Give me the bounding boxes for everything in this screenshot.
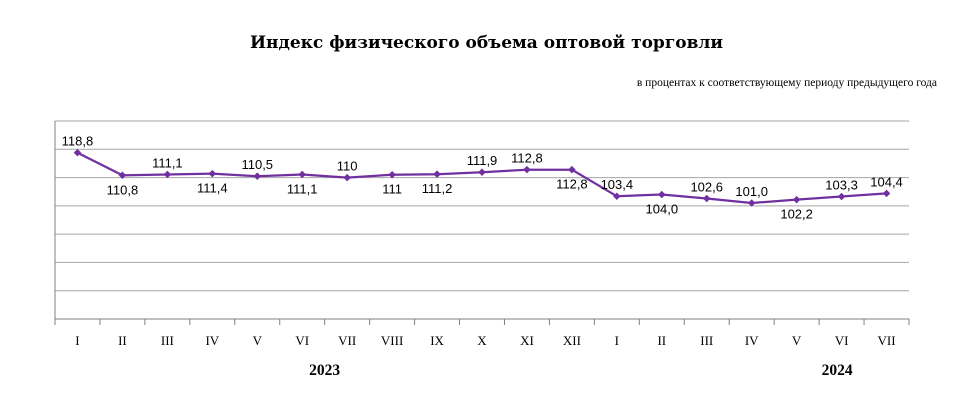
data-label: 111 — [382, 182, 402, 197]
x-tick-label: XII — [563, 333, 581, 348]
data-label: 103,3 — [825, 178, 858, 193]
x-tick-label: X — [477, 333, 487, 348]
data-point — [747, 199, 756, 207]
data-point — [163, 170, 172, 179]
data-point — [837, 192, 846, 201]
data-point — [343, 173, 352, 182]
data-label: 118,8 — [62, 134, 94, 149]
x-tick-label: IX — [430, 333, 444, 348]
data-point — [253, 172, 262, 181]
x-axis — [54, 121, 910, 325]
x-tick-label: II — [118, 333, 127, 348]
data-label: 101,0 — [735, 184, 768, 199]
x-tick-label: VII — [878, 333, 896, 348]
data-point — [568, 165, 576, 174]
x-tick-label: I — [75, 333, 79, 348]
data-label: 102,6 — [690, 180, 723, 195]
data-label: 104,0 — [646, 202, 679, 217]
data-point — [882, 189, 891, 198]
data-point — [702, 194, 711, 203]
data-label: 111,4 — [197, 181, 228, 196]
x-tick-labels: I II III IV V VI VII VIII IX X XI XII I II III IV V VI VII — [75, 333, 895, 348]
x-tick-label: V — [792, 333, 802, 348]
x-tick-label: III — [161, 333, 174, 348]
data-label: 102,2 — [780, 207, 813, 222]
data-points — [73, 148, 891, 207]
x-tick-label: VI — [835, 333, 849, 348]
data-point — [388, 170, 396, 179]
data-label: 111,1 — [287, 181, 318, 196]
data-point — [298, 170, 307, 179]
data-point — [478, 168, 486, 177]
data-label: 104,4 — [870, 174, 903, 189]
chart-subtitle: в процентах к соответствующему периоду п… — [636, 77, 937, 89]
data-point — [433, 170, 441, 179]
data-point — [73, 148, 82, 157]
data-point — [208, 169, 217, 178]
x-tick-label: VII — [338, 333, 356, 348]
data-labels: 118,8 110,8 111,1 111,4 110,5 111,1 110 111 111,… — [62, 134, 903, 222]
x-tick-label: XI — [520, 333, 534, 348]
x-tick-label: VIII — [381, 333, 403, 348]
data-point — [657, 190, 666, 199]
x-tick-label: III — [700, 333, 713, 348]
data-label: 110 — [337, 159, 358, 174]
data-label: 111,2 — [422, 181, 453, 196]
data-label: 111,9 — [467, 153, 498, 168]
data-label: 110,5 — [241, 157, 273, 172]
year-labels: 2023 2024 — [309, 362, 853, 379]
data-label: 112,8 — [556, 177, 588, 192]
data-point — [118, 171, 127, 180]
data-label: 112,8 — [511, 151, 543, 166]
x-tick-label: IV — [745, 333, 759, 348]
data-point — [612, 192, 621, 201]
x-tick-label: V — [253, 333, 263, 348]
data-label: 103,4 — [601, 177, 634, 192]
x-tick-label: IV — [205, 333, 219, 348]
data-label: 111,1 — [152, 155, 183, 170]
x-tick-label: VI — [295, 333, 309, 348]
data-point — [523, 165, 531, 174]
x-tick-label: II — [657, 333, 666, 348]
data-label: 110,8 — [107, 182, 139, 197]
chart-title: Индекс физического объема оптовой торгов… — [250, 33, 723, 53]
year-label: 2023 — [309, 362, 340, 379]
data-point — [792, 195, 801, 204]
year-label: 2024 — [822, 362, 853, 379]
x-tick-label: I — [615, 333, 619, 348]
